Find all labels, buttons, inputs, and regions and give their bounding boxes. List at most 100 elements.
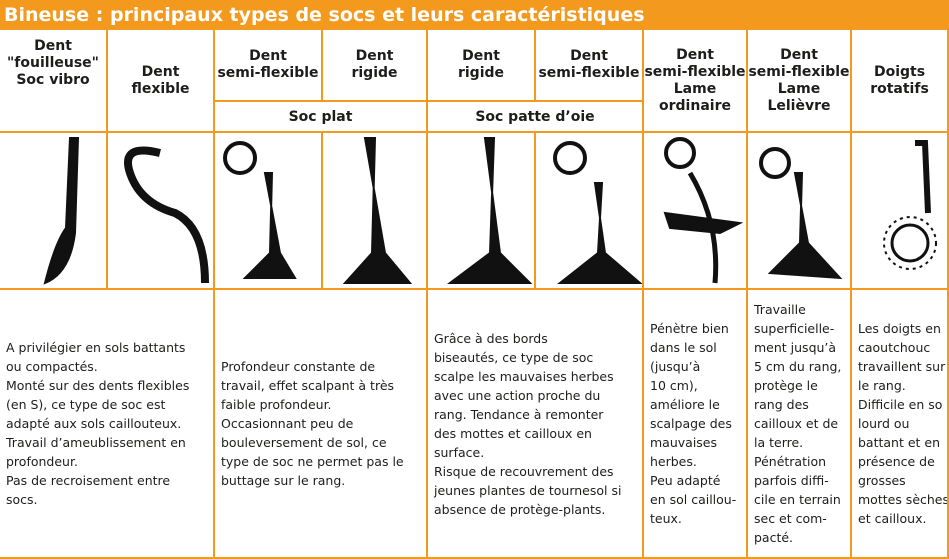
text-line: en sol caillou- [650, 492, 737, 507]
text-line: flexible [131, 80, 190, 97]
image-cell [748, 133, 852, 290]
text-line: Occasionnant peu de [221, 416, 354, 431]
image-cell [644, 133, 748, 290]
text-line: socs. [6, 492, 38, 507]
text-line: 5 cm du rang, [754, 359, 842, 374]
text-line: Dent [676, 46, 714, 63]
column-header: Doigts rotatifs [852, 30, 949, 133]
text-line: caoutchouc [858, 340, 931, 355]
description: Grâce à des bords biseautés, ce type de s… [428, 290, 644, 559]
text-line: Soc plat [288, 108, 353, 125]
text-line: dans le sol [650, 340, 717, 355]
tool-drawing [43, 137, 80, 285]
image-cell [0, 133, 108, 290]
text-line: absence de protège-plants. [434, 501, 606, 517]
text-line: superficielle- [754, 321, 835, 336]
text-line: Pénétration [754, 454, 827, 469]
group-header: Soc plat [215, 102, 428, 133]
text-line: Soc patte d’oie [475, 108, 595, 125]
text-line: "fouilleuse" [7, 55, 99, 71]
tool-drawing [553, 141, 587, 175]
text-line: (en S), ce type de soc est [6, 397, 166, 412]
tool-drawing [447, 137, 533, 284]
column-header: Dent rigide [428, 30, 536, 102]
text-line: lourd ou [858, 416, 910, 431]
description: Les doigts en caoutchouc travaillent sur le… [852, 290, 949, 559]
text-line: Dent [355, 48, 394, 64]
column-header: Dent flexible [108, 30, 215, 133]
text-line: travail, effet scalpant à très [221, 378, 395, 393]
text-line: Dent [570, 48, 608, 64]
column-header: Dent semi-flexible Lame Lelièvre [748, 30, 852, 133]
text-line: rigide [457, 65, 505, 81]
text-line: rang des [754, 397, 809, 412]
tool-drawing [342, 137, 413, 284]
description: A privilégier en sols battants ou compact… [0, 290, 215, 559]
text-line: mauvaises [650, 435, 718, 450]
text-line: type de soc ne permet pas le [221, 454, 404, 469]
text-line: semi-flexible [217, 65, 319, 81]
tool-drawing [664, 137, 696, 169]
text-line: Les doigts en [858, 321, 941, 336]
illustrations [43, 137, 937, 285]
text-line: Pénètre bien [650, 321, 729, 336]
text-line: Dent [141, 63, 180, 80]
text-line: Lelièvre [767, 97, 831, 114]
text-line: protège le [754, 378, 818, 393]
tool-drawing [890, 223, 930, 263]
tool-drawing [915, 140, 931, 214]
text-line: ment jusqu’à [754, 340, 837, 355]
text-line: rotatifs [870, 80, 929, 97]
text-line: parfois diffi- [754, 473, 829, 488]
text-line: Soc vibro [16, 72, 90, 88]
text-line: rigide [351, 65, 398, 81]
text-line: surface. [434, 444, 485, 460]
description: Pénètre bien dans le sol (jusqu’à 10 cm), am… [644, 290, 748, 559]
description: Travaille superficielle-ment jusqu’à 5 cm … [748, 290, 852, 559]
text-line: (jusqu’à [650, 359, 701, 374]
title: Bineuse : principaux types de socs et le… [0, 0, 949, 30]
tool-drawing [124, 146, 209, 284]
text-line: cile en terrain [754, 492, 841, 507]
text-line: pacté. [754, 530, 794, 545]
text-line: Lame [777, 80, 821, 97]
description: Profondeur constante de travail, effet sc… [215, 290, 428, 559]
text-line: améliore le [650, 397, 720, 412]
text-line: sec et com- [754, 511, 827, 526]
text-line: Grâce à des bords [434, 330, 548, 346]
text-line: ordinaire [659, 97, 731, 114]
text-line: Dent [34, 38, 72, 54]
text-line: semi-flexible [644, 63, 746, 80]
text-line: la terre. [754, 435, 804, 450]
text-line: Travail d’ameublissement en [6, 435, 186, 450]
text-line: Monté sur des dents flexibles [6, 378, 190, 393]
column-header: Dent semi-flexible [536, 30, 644, 102]
text-line: cailloux et de [754, 416, 839, 431]
text-line: Doigts [873, 63, 926, 80]
column-header: Dent semi-flexible Lame ordinaire [644, 30, 748, 133]
text-line: avec une action proche du [434, 387, 601, 403]
text-line: et cailloux. [858, 511, 927, 526]
text-line: Risque de recouvrement des [434, 463, 614, 479]
text-line: ou compactés. [6, 359, 98, 374]
text-line: rang. Tendance à remonter [434, 406, 604, 422]
text-line: Lame [673, 80, 717, 97]
text-line: adapté aux sols caillouteux. [6, 416, 182, 431]
tool-drawing [223, 141, 257, 175]
text-line: Peu adapté [650, 473, 721, 488]
image-cell [428, 133, 536, 290]
text-line: jeunes plantes de tournesol si [434, 482, 622, 498]
text-line: profondeur. [6, 454, 78, 469]
text-line: teux. [650, 511, 682, 526]
image-cell [108, 133, 215, 290]
column-header: Dent rigide [323, 30, 428, 102]
text-line: Difficile en so [858, 397, 943, 412]
text-line: scalpe les mauvaises herbes [434, 368, 614, 384]
text-line: travaillent sur [858, 359, 946, 374]
image-cell [852, 133, 949, 290]
text-line: mottes sèches [858, 492, 949, 507]
text-line: bouleversement de sol, ce [221, 435, 387, 450]
text-line: des mottes et cailloux en [434, 425, 592, 441]
text-line: Pas de recroisement entre [6, 473, 171, 488]
text-line: semi-flexible [748, 63, 850, 80]
